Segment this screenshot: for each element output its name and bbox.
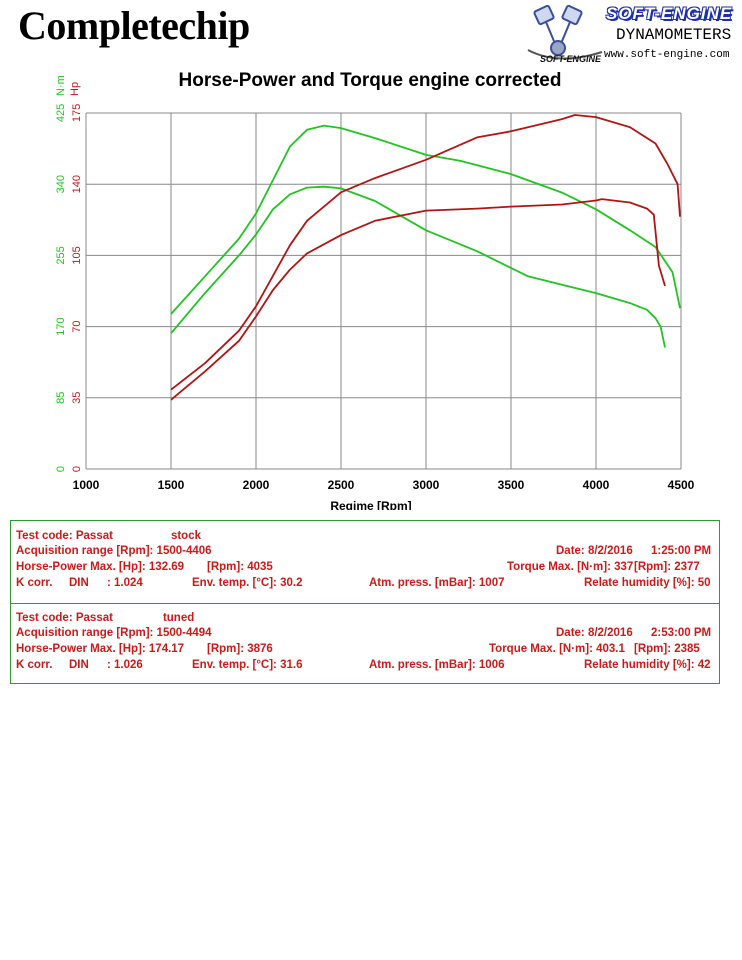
run2-torque-max: Torque Max. [N·m]: 403.1 xyxy=(489,643,625,655)
y-tick-label-power: 105 xyxy=(71,246,83,264)
y-tick-label-torque: 85 xyxy=(55,392,67,404)
logo-dynamometers-text: DYNAMOMETERS xyxy=(616,26,732,44)
y-tick-label-torque: 0 xyxy=(55,466,67,472)
y-tick-label-torque: 255 xyxy=(55,246,67,264)
run1-test-code: Test code: Passat stock xyxy=(16,529,201,542)
run2-test-code-suffix: tuned xyxy=(162,612,195,624)
redacted-mark xyxy=(113,529,171,539)
run2-hp-rpm: [Rpm]: 3876 xyxy=(207,643,273,655)
torque-line-tuned xyxy=(170,124,681,315)
run1-test-code-label: Test code: Passat xyxy=(16,530,113,542)
run1-kcorr-label: K corr. xyxy=(16,577,53,589)
chart-title: Horse-Power and Torque engine corrected xyxy=(178,70,562,91)
y-axis-label-power: Hp xyxy=(69,82,81,96)
run1-time: 1:25:00 PM xyxy=(651,545,712,557)
run2-hp-max: Horse-Power Max. [Hp]: 174.17 xyxy=(16,643,185,655)
y-tick-label-power: 70 xyxy=(71,320,83,332)
run-separator xyxy=(11,603,719,604)
x-tick-label: 4500 xyxy=(668,478,695,492)
test-info-panel: Test code: Passat stock Acquisition range… xyxy=(10,520,720,684)
run2-humidity: Relate humidity [%]: 42 xyxy=(584,659,711,671)
run1-test-code-suffix: stock xyxy=(170,530,201,542)
run2-env-temp: Env. temp. [°C]: 31.6 xyxy=(192,659,303,671)
run2-torque-rpm: [Rpm]: 2385 xyxy=(634,643,700,655)
soft-engine-logo: SOFT-ENGINE SOFT-ENGINE DYNAMOMETERS www… xyxy=(522,2,738,66)
run1-kcorr-value: : 1.024 xyxy=(107,577,143,589)
run2-time: 2:53:00 PM xyxy=(651,627,712,639)
x-tick-label: 2500 xyxy=(328,478,355,492)
run1-torque-rpm: [Rpm]: 2377 xyxy=(634,561,700,573)
run1-humidity: Relate humidity [%]: 50 xyxy=(584,577,711,589)
dyno-chart: 1000 1500 2000 2500 3000 3500 4000 4500 00 35 85 70… xyxy=(55,75,695,510)
run1-atm-press: Atm. press. [mBar]: 1007 xyxy=(369,577,505,589)
x-tick-label: 3500 xyxy=(498,478,525,492)
run2-date: Date: 8/2/2016 xyxy=(556,627,633,639)
chart-series xyxy=(170,114,681,401)
logo-url-text: www.soft-engine.com xyxy=(604,49,730,61)
x-tick-label: 1500 xyxy=(158,478,185,492)
run1-din-label: DIN xyxy=(69,577,89,589)
y-tick-label-torque: 170 xyxy=(55,317,67,335)
y-tick-label-power: 35 xyxy=(71,392,83,404)
y-tick-label-power: 140 xyxy=(71,175,83,193)
run2-test-code-label: Test code: Passat xyxy=(16,612,113,624)
power-line-tuned xyxy=(170,114,681,391)
y-tick-label-power: 175 xyxy=(71,104,83,122)
y-axis-label-torque: N·m xyxy=(55,75,67,96)
y-tick-label-torque: 340 xyxy=(55,175,67,193)
logo-soft-engine-text: SOFT-ENGINE xyxy=(606,4,733,23)
power-line-stock xyxy=(170,198,666,401)
run1-torque-max: Torque Max. [N·m]: 337 xyxy=(507,561,634,573)
y-tick-label-torque: 425 xyxy=(55,104,67,122)
run1-hp-max: Horse-Power Max. [Hp]: 132.69 xyxy=(16,561,185,573)
run2-test-code: Test code: Passat tuned xyxy=(16,611,194,624)
run1-hp-rpm: [Rpm]: 4035 xyxy=(207,561,273,573)
chart-grid xyxy=(85,112,682,470)
redacted-mark xyxy=(113,611,163,621)
run2-din-label: DIN xyxy=(69,659,89,671)
x-axis-label: Regime [Rpm] xyxy=(330,499,411,510)
run1-date: Date: 8/2/2016 xyxy=(556,545,633,557)
run2-atm-press: Atm. press. [mBar]: 1006 xyxy=(369,659,505,671)
x-tick-label: 3000 xyxy=(413,478,440,492)
x-tick-label: 2000 xyxy=(243,478,270,492)
run2-acq-range: Acquisition range [Rpm]: 1500-4494 xyxy=(16,627,212,639)
brand-title: Completechip xyxy=(18,3,250,48)
y-tick-label-power: 0 xyxy=(71,466,83,472)
run1-acq-range: Acquisition range [Rpm]: 1500-4406 xyxy=(16,545,212,557)
run2-kcorr-value: : 1.026 xyxy=(107,659,143,671)
chart-ticks: 1000 1500 2000 2500 3000 3500 4000 4500 00 35 85 70… xyxy=(55,104,695,492)
logo-badge-text: SOFT-ENGINE xyxy=(540,54,602,64)
run1-env-temp: Env. temp. [°C]: 30.2 xyxy=(192,577,303,589)
x-tick-label: 4000 xyxy=(583,478,610,492)
piston-logo-icon: SOFT-ENGINE xyxy=(527,4,603,64)
x-tick-label: 1000 xyxy=(73,478,100,492)
run2-kcorr-label: K corr. xyxy=(16,659,53,671)
